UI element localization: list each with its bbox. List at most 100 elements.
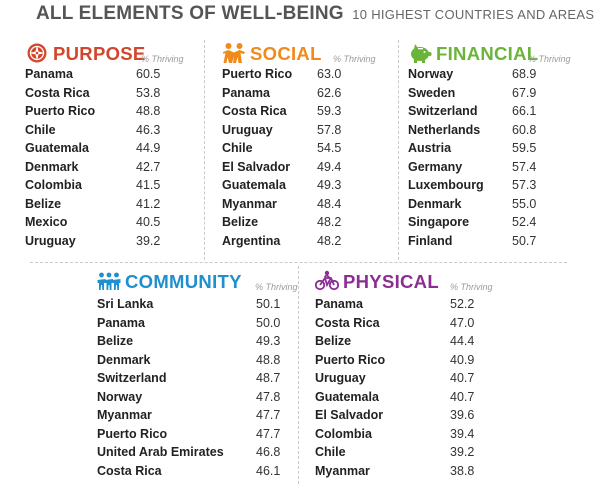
thriving-value: 39.4	[450, 426, 475, 441]
thriving-value: 48.8	[136, 104, 161, 118]
table-row: Finland 50.7	[408, 234, 593, 253]
table-row: El Salvador 49.4	[222, 160, 392, 179]
table-row: Switzerland 66.1	[408, 104, 593, 123]
country-label: Norway	[408, 67, 454, 81]
thriving-value: 44.4	[450, 334, 475, 348]
thriving-value: 40.7	[450, 389, 475, 404]
panel-purpose: PURPOSE % Thriving Panama 60.5 Costa Rica 5…	[25, 40, 200, 260]
country-label: Myanmar	[315, 463, 370, 478]
thriving-value: 47.8	[256, 389, 281, 404]
thriving-value: 49.4	[317, 159, 342, 174]
table-row: Guatemala 40.7	[315, 390, 515, 409]
country-label: Panama	[25, 67, 73, 81]
country-label: Puerto Rico	[97, 426, 168, 441]
table-row: Guatemala 44.9	[25, 141, 200, 160]
community-people-icon	[97, 270, 121, 292]
thriving-value: 52.2	[450, 297, 475, 311]
thriving-value: 47.7	[256, 426, 281, 441]
data-rows: Panama 60.5 Costa Rica 53.8 Puerto Rico 48.8 C…	[25, 67, 200, 252]
table-row: Chile 39.2	[315, 445, 515, 464]
table-row: Costa Rica 47.0	[315, 316, 515, 335]
table-row: Norway 47.8	[97, 390, 297, 409]
thriving-value: 41.2	[136, 196, 161, 211]
title-subtitle: 10 HIGHEST COUNTRIES AND AREAS	[352, 7, 595, 22]
panel-financial: FINANCIAL % Thriving Norway 68.9 Sweden 67.…	[408, 40, 593, 260]
country-label: Sri Lanka	[97, 297, 154, 311]
country-label: Panama	[315, 297, 363, 311]
table-row: Switzerland 48.7	[97, 371, 297, 390]
table-row: Mexico 40.5	[25, 215, 200, 234]
panel-title: SOCIAL	[250, 43, 322, 64]
thriving-value: 67.9	[512, 85, 537, 100]
data-rows: Norway 68.9 Sweden 67.9 Switzerland 66.1 Nethe…	[408, 67, 593, 252]
table-row: Belize 41.2	[25, 197, 200, 216]
country-label: Germany	[408, 159, 463, 174]
country-label: Denmark	[408, 196, 462, 211]
thriving-value: 40.5	[136, 215, 161, 229]
country-label: Puerto Rico	[315, 352, 386, 367]
table-row: Puerto Rico 63.0	[222, 67, 392, 86]
thriving-value: 42.7	[136, 159, 161, 174]
table-row: Colombia 41.5	[25, 178, 200, 197]
thriving-value: 66.1	[512, 104, 537, 118]
thriving-value: 57.3	[512, 178, 537, 192]
country-label: Belize	[315, 334, 352, 348]
thriving-value: 47.0	[450, 315, 475, 330]
table-row: Uruguay 39.2	[25, 234, 200, 253]
country-label: Netherlands	[408, 122, 481, 137]
panel-header: PHYSICAL % Thriving	[314, 268, 515, 296]
table-row: Colombia 39.4	[315, 427, 515, 446]
thriving-value: 39.2	[450, 445, 475, 459]
country-label: Mexico	[25, 215, 68, 229]
thriving-value: 60.8	[512, 122, 537, 137]
thriving-value: 50.1	[256, 297, 281, 311]
country-label: Sweden	[408, 85, 456, 100]
table-row: Denmark 42.7	[25, 160, 200, 179]
country-label: Argentina	[222, 233, 281, 248]
table-row: Costa Rica 59.3	[222, 104, 392, 123]
table-row: Uruguay 40.7	[315, 371, 515, 390]
data-rows: Sri Lanka 50.1 Panama 50.0 Belize 49.3 Denmark…	[97, 297, 297, 482]
panel-header: FINANCIAL % Thriving	[408, 40, 593, 68]
thriving-value: 59.3	[317, 104, 342, 118]
country-label: Chile	[222, 141, 253, 155]
country-label: Guatemala	[25, 141, 89, 155]
table-row: Puerto Rico 47.7	[97, 427, 297, 446]
table-row: El Salvador 39.6	[315, 408, 515, 427]
table-row: Austria 59.5	[408, 141, 593, 160]
table-row: Costa Rica 53.8	[25, 86, 200, 105]
country-label: Uruguay	[25, 233, 76, 248]
thriving-value: 50.0	[256, 315, 281, 330]
country-label: Myanmar	[222, 196, 277, 211]
thriving-value: 62.6	[317, 85, 342, 100]
data-rows: Puerto Rico 63.0 Panama 62.6 Costa Rica 59.3 U…	[222, 67, 392, 252]
table-row: Uruguay 57.8	[222, 123, 392, 142]
table-row: Panama 52.2	[315, 297, 515, 316]
divider-vertical-3	[298, 266, 299, 484]
people-pair-icon	[222, 42, 246, 64]
country-label: Colombia	[25, 178, 82, 192]
table-row: Netherlands 60.8	[408, 123, 593, 142]
thriving-value: 48.4	[317, 196, 342, 211]
table-row: Panama 50.0	[97, 316, 297, 335]
thriving-value: 48.8	[256, 352, 281, 367]
thriving-value: 49.3	[317, 178, 342, 192]
value-column-label: % Thriving	[450, 282, 493, 292]
thriving-value: 57.4	[512, 159, 537, 174]
piggy-bank-icon	[408, 42, 432, 64]
value-column-label: % Thriving	[141, 54, 184, 64]
country-label: Denmark	[97, 352, 151, 367]
table-row: Denmark 48.8	[97, 353, 297, 372]
thriving-value: 60.5	[136, 67, 161, 81]
thriving-value: 48.2	[317, 233, 342, 248]
table-row: United Arab Emirates 46.8	[97, 445, 297, 464]
thriving-value: 46.1	[256, 463, 281, 478]
table-row: Myanmar 47.7	[97, 408, 297, 427]
thriving-value: 47.7	[256, 408, 281, 422]
thriving-value: 48.7	[256, 371, 281, 385]
table-row: Belize 49.3	[97, 334, 297, 353]
thriving-value: 59.5	[512, 141, 537, 155]
country-label: Guatemala	[222, 178, 286, 192]
value-column-label: % Thriving	[255, 282, 298, 292]
panel-social: SOCIAL % Thriving Puerto Rico 63.0 Panama 6…	[222, 40, 392, 260]
